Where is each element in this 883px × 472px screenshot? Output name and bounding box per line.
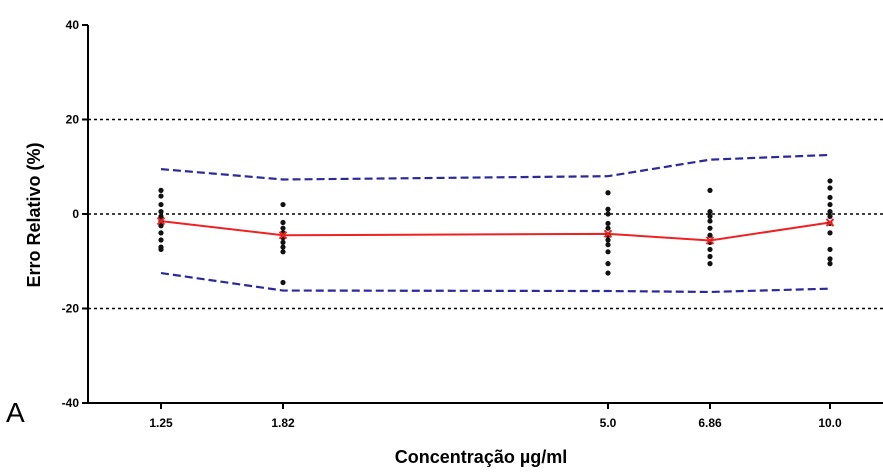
data-point bbox=[707, 253, 713, 260]
data-point bbox=[605, 206, 611, 212]
mean-line bbox=[160, 220, 831, 242]
mean-marker-stroke bbox=[705, 236, 715, 245]
data-point bbox=[158, 209, 164, 215]
data-point bbox=[158, 187, 164, 193]
data-point bbox=[827, 178, 833, 184]
data-point bbox=[707, 209, 713, 215]
y-tick-labels: 40 20 0 -20 -40 bbox=[62, 18, 80, 410]
mean-marker-stroke bbox=[825, 218, 835, 227]
data-point bbox=[827, 209, 833, 215]
data-point bbox=[827, 256, 833, 262]
data-point bbox=[707, 261, 713, 267]
axes bbox=[82, 24, 883, 409]
x-tick-label: 5.0 bbox=[600, 416, 617, 430]
x-tick-label: 6.86 bbox=[698, 416, 722, 430]
data-point bbox=[605, 225, 611, 231]
data-point bbox=[827, 194, 833, 201]
mean-marker-stroke bbox=[603, 229, 613, 239]
x-tick-label: 10.0 bbox=[818, 416, 842, 430]
x-tick-labels: 1.25 1.82 5.0 6.86 10.0 bbox=[149, 416, 842, 430]
y-tick-label: -20 bbox=[62, 302, 80, 316]
x-tick-label: 1.82 bbox=[271, 416, 295, 430]
data-point bbox=[707, 232, 713, 238]
data-point bbox=[707, 225, 713, 231]
data-point bbox=[605, 249, 611, 255]
data-point bbox=[827, 185, 833, 191]
data-point bbox=[605, 190, 611, 196]
data-point bbox=[605, 237, 611, 243]
data-point bbox=[605, 220, 611, 227]
data-point bbox=[158, 246, 164, 253]
data-point bbox=[707, 218, 713, 224]
limit-line bbox=[160, 153, 831, 181]
data-point bbox=[280, 249, 286, 255]
y-tick-label: 40 bbox=[66, 18, 80, 32]
data-point bbox=[280, 279, 286, 286]
data-point bbox=[827, 213, 833, 219]
data-point bbox=[280, 239, 286, 245]
data-point bbox=[158, 193, 164, 199]
data-point bbox=[827, 201, 833, 208]
data-point bbox=[280, 225, 286, 231]
mean-markers bbox=[156, 216, 835, 245]
data-point bbox=[827, 230, 833, 236]
data-point bbox=[158, 223, 164, 229]
y-tick-label: 0 bbox=[72, 207, 79, 221]
data-point bbox=[158, 237, 164, 243]
data-point bbox=[280, 219, 286, 226]
mean-marker bbox=[156, 216, 166, 226]
data-point bbox=[827, 246, 833, 253]
data-point bbox=[605, 242, 611, 248]
mean-marker-stroke bbox=[278, 231, 288, 240]
mean-marker bbox=[278, 231, 288, 240]
limit-line bbox=[160, 271, 831, 294]
data-point bbox=[605, 270, 611, 276]
data-point bbox=[707, 246, 713, 253]
y-tick-label: 20 bbox=[66, 113, 80, 127]
mean-marker-stroke bbox=[156, 216, 166, 226]
mean-marker bbox=[603, 229, 613, 239]
x-axis-label: Concentração µg/ml bbox=[395, 447, 567, 467]
data-point bbox=[827, 261, 833, 267]
x-tick-label: 1.25 bbox=[149, 416, 173, 430]
data-point bbox=[280, 201, 286, 208]
reference-lines bbox=[88, 118, 883, 310]
mean-marker bbox=[705, 236, 715, 245]
panel-label: A bbox=[6, 397, 25, 428]
data-point bbox=[707, 187, 713, 193]
data-point bbox=[605, 211, 611, 217]
series-lines bbox=[160, 153, 831, 294]
y-axis-label: Erro Relativo (%) bbox=[24, 142, 44, 287]
data-point bbox=[605, 261, 611, 267]
mean-marker bbox=[825, 218, 835, 227]
data-point bbox=[158, 230, 164, 236]
data-point bbox=[707, 213, 713, 219]
data-point bbox=[280, 244, 286, 250]
data-point bbox=[158, 201, 164, 208]
y-tick-label: -40 bbox=[62, 396, 80, 410]
data-point bbox=[158, 213, 164, 219]
